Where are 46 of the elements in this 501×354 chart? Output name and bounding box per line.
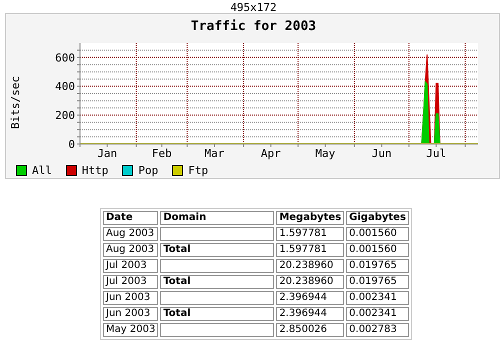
text: 2.396944 <box>279 308 328 319</box>
text: 2.396944 <box>279 292 328 303</box>
text: Jul 2003 <box>106 260 147 271</box>
text: 1.597781 <box>279 244 328 255</box>
text: Total <box>163 244 191 255</box>
text: Jun 2003 <box>106 292 150 303</box>
text: 1.597781 <box>279 228 328 239</box>
text: 0.001560 <box>349 228 397 239</box>
text: 0.002341 <box>349 308 397 319</box>
category-label: Domain <box>160 211 274 225</box>
text: 0.019765 <box>349 276 397 287</box>
text: 495x172 <box>229 1 278 14</box>
category-label: Gigabytes <box>346 211 409 225</box>
chart-title: Traffic for 2003 <box>190 19 318 34</box>
text: 0.001560 <box>349 244 397 255</box>
text: 0.002783 <box>349 324 397 335</box>
x-tick-label: Jul <box>426 146 446 160</box>
text: Jul 2003 <box>106 276 147 287</box>
text: Total <box>163 276 191 287</box>
text: Aug 2003 <box>106 244 154 255</box>
text: 2.850026 <box>279 324 328 335</box>
text: Aug 2003 <box>106 228 154 239</box>
text: 0.019765 <box>349 260 397 271</box>
text: 20.238960 <box>279 276 334 287</box>
x-tick-label: Apr <box>260 146 282 160</box>
x-tick-label: Jun <box>372 146 392 160</box>
legend-label: All <box>32 164 52 177</box>
x-tick-label: Jan <box>97 146 118 160</box>
legend-label: Ftp <box>188 164 208 177</box>
y-tick-label: 0 <box>68 138 75 151</box>
x-tick-label: Feb <box>152 146 172 160</box>
y-tick-label: 600 <box>55 51 75 64</box>
y-tick-label: 400 <box>55 80 75 94</box>
text: Jun 2003 <box>106 308 150 319</box>
y-tick-label: 200 <box>55 109 75 122</box>
text: May 2003 <box>106 324 156 335</box>
text: Total <box>163 308 191 319</box>
category-label: Date <box>103 211 158 225</box>
legend-label: Http <box>82 164 108 177</box>
legend-label: Pop <box>138 164 158 177</box>
text: 20.238960 <box>279 260 334 271</box>
x-tick-label: Mar <box>204 146 225 160</box>
x-tick-label: May <box>315 146 336 160</box>
text: 0.002341 <box>349 292 397 303</box>
y-axis-title: Bits/sec <box>8 76 22 128</box>
category-label: Megabytes <box>276 211 344 225</box>
